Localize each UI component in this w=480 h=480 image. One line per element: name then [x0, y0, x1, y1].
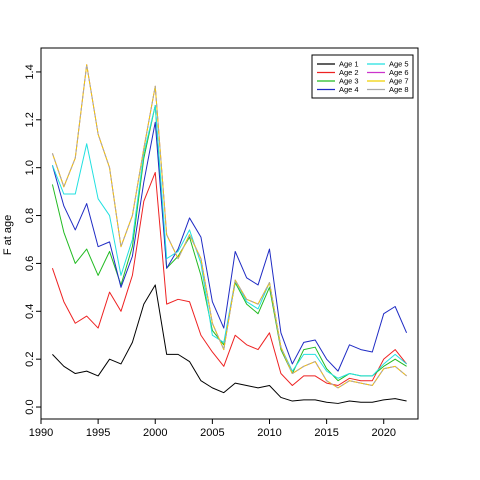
- legend-label: Age 3: [339, 77, 359, 86]
- y-tick-label: 0.0: [24, 399, 36, 414]
- legend-label: Age 6: [389, 68, 409, 77]
- y-tick-label: 1.0: [24, 160, 36, 175]
- series-line-age-4: [51, 121, 408, 372]
- legend-label: Age 2: [339, 68, 359, 77]
- legend-label: Age 8: [389, 85, 409, 94]
- legend-label: Age 4: [339, 85, 359, 94]
- y-tick-label: 0.6: [24, 256, 36, 271]
- series-line-age-5: [51, 104, 407, 379]
- legend-label: Age 7: [389, 77, 409, 86]
- x-axis: 1990 1995 2000 2005 2010 2015 2020: [29, 418, 396, 439]
- legend-label: Age 5: [389, 60, 409, 69]
- y-tick-label: 1.2: [24, 112, 36, 127]
- x-tick-label: 2005: [200, 427, 224, 439]
- series-line-age-8: [51, 64, 407, 389]
- series-line-age-1: [52, 284, 407, 404]
- x-tick-label: 2020: [371, 427, 395, 439]
- x-tick-label: 2010: [257, 427, 281, 439]
- series-layer: [51, 64, 408, 404]
- y-tick-label: 0.4: [24, 304, 36, 319]
- y-tick-label: 0.8: [24, 208, 36, 223]
- y-tick-label: 1.4: [24, 64, 36, 79]
- legend-label: Age 1: [339, 60, 359, 69]
- y-axis: 0.0 0.2 0.4 0.6 0.8 1.0 1.2 1.4: [24, 64, 41, 415]
- x-tick-label: 2000: [143, 427, 167, 439]
- series-line-age-2: [51, 171, 407, 386]
- x-tick-label: 1995: [86, 427, 110, 439]
- x-tick-label: 2015: [314, 427, 338, 439]
- y-tick-label: 0.2: [24, 352, 36, 367]
- y-axis-title: F at age: [2, 215, 14, 255]
- legend-box: [311, 54, 414, 99]
- x-tick-label: 1990: [29, 427, 53, 439]
